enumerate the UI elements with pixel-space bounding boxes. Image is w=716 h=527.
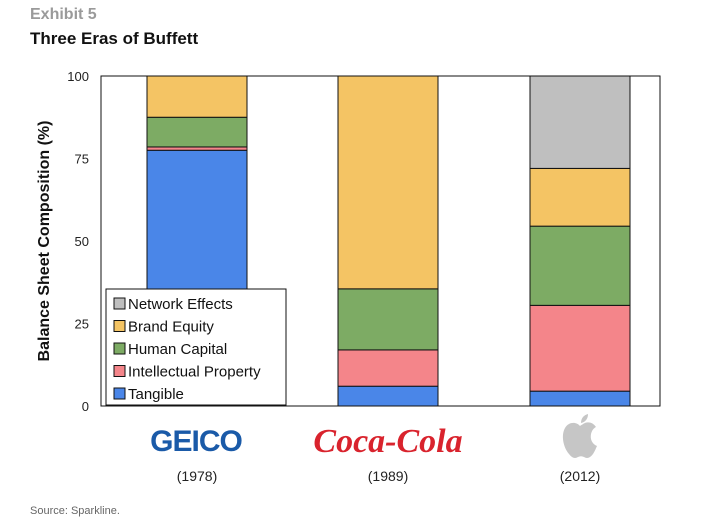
legend-label: Human Capital (128, 341, 227, 358)
bar-segment-tangible (337, 385, 439, 407)
year-labels: (1978) (1989) (2012) (177, 468, 600, 484)
bars (146, 75, 631, 407)
bar-segment-tangible (529, 390, 631, 407)
legend-box (105, 288, 287, 406)
bar-segment-brand-equity (529, 167, 631, 227)
coke-logo-text: Coca-Cola (313, 423, 462, 460)
bar-segment-intellectual-property (529, 304, 631, 392)
geico-logo: GEICO (150, 425, 243, 458)
legend-swatch (113, 297, 126, 310)
year-label: (2012) (560, 468, 600, 484)
year-label: (1978) (177, 468, 217, 484)
bar-segment-brand-equity (337, 75, 439, 290)
coke-logo: Coca-Cola (313, 423, 462, 460)
bar-segment-human-capital (529, 225, 631, 306)
geico-logo-text: GEICO (150, 425, 242, 458)
legend-label: Network Effects (128, 296, 233, 313)
y-tick-label: 50 (75, 234, 89, 249)
y-axis-label: Balance Sheet Composition (%) (36, 121, 53, 362)
bar-segment-brand-equity (146, 75, 248, 118)
legend-swatch (113, 387, 126, 400)
bar-segment-intellectual-property (337, 349, 439, 387)
chart-title: Three Eras of Buffett (30, 29, 199, 48)
bar-segment-human-capital (146, 116, 248, 148)
legend-swatch (113, 365, 126, 377)
apple-icon (562, 414, 597, 458)
legend-label: Intellectual Property (128, 364, 261, 381)
y-tick-label: 75 (75, 152, 89, 167)
legend-swatch (113, 320, 126, 332)
year-label: (1989) (368, 468, 408, 484)
y-tick-label: 25 (75, 317, 89, 332)
y-tick-label: 0 (82, 399, 89, 414)
y-axis-ticks: 0 25 50 75 100 (67, 69, 89, 414)
bar-segment-network-effects (529, 75, 631, 169)
legend-label: Brand Equity (128, 319, 214, 336)
y-tick-label: 100 (67, 69, 89, 84)
source-note: Source: Sparkline. (30, 505, 120, 517)
legend: Network Effects Brand Equity Human Capital… (105, 288, 287, 406)
bar-segment-human-capital (337, 288, 439, 351)
legend-label: Tangible (128, 386, 184, 403)
exhibit-label: Exhibit 5 (30, 6, 97, 23)
legend-swatch (113, 342, 126, 355)
